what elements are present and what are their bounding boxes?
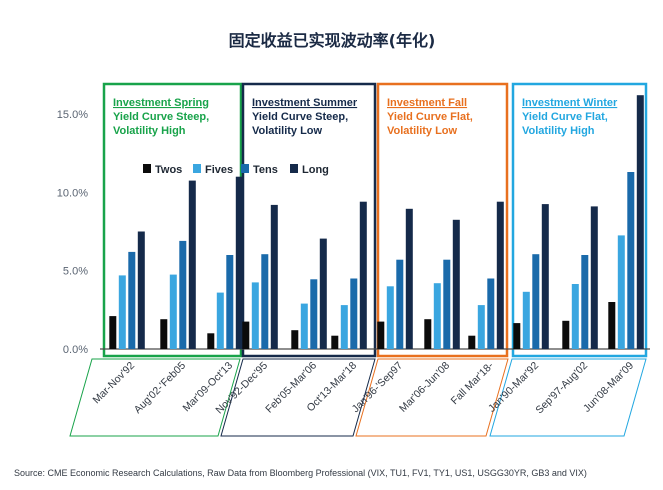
bar-tens xyxy=(310,279,318,349)
category-label: Mar-Nov'92 xyxy=(90,360,137,407)
category-label: Fall Mar'18- xyxy=(449,359,497,407)
bar-long xyxy=(636,95,644,349)
bar-long xyxy=(270,204,278,349)
legend-swatch-tens xyxy=(241,164,249,173)
bar-fives xyxy=(118,275,126,349)
bar-tens xyxy=(261,254,269,349)
bar-twos xyxy=(160,319,168,349)
chart-title: 固定收益已实现波动率(年化) xyxy=(229,31,436,50)
bar-twos xyxy=(562,320,570,349)
bar-tens xyxy=(581,255,589,349)
category-band-3 xyxy=(489,358,647,437)
bar-fives xyxy=(251,282,259,349)
panel-line1-0: Yield Curve Steep, xyxy=(113,111,209,123)
bar-twos xyxy=(513,323,521,349)
legend-label-twos: Twos xyxy=(155,164,182,176)
bar-twos xyxy=(109,316,117,349)
bar-fives xyxy=(571,284,579,349)
bar-tens xyxy=(487,278,495,349)
panel-line1-2: Yield Curve Flat, xyxy=(387,111,473,123)
panel-title-0: Investment Spring xyxy=(113,97,209,109)
panel-line2-3: Volatility High xyxy=(522,125,595,137)
bar-long xyxy=(496,201,504,349)
bar-tens xyxy=(226,255,234,349)
bar-twos xyxy=(377,321,385,349)
bar-long xyxy=(188,180,196,349)
bar-fives xyxy=(477,305,485,349)
bar-tens xyxy=(128,251,136,349)
source-note: Source: CME Economic Research Calculatio… xyxy=(14,468,587,478)
bar-twos xyxy=(331,335,339,349)
bar-twos xyxy=(468,335,476,349)
bar-fives xyxy=(522,291,530,349)
bar-long xyxy=(541,204,549,349)
legend-label-fives: Fives xyxy=(205,164,233,176)
panel-box-3 xyxy=(511,82,648,358)
bar-tens xyxy=(443,259,451,349)
panel-box-1 xyxy=(241,82,377,358)
legend-label-long: Long xyxy=(302,164,329,176)
bar-twos xyxy=(242,321,250,349)
panel-line2-0: Volatility High xyxy=(113,125,186,137)
category-band-1 xyxy=(220,358,376,437)
bar-tens xyxy=(396,259,404,349)
panel-title-3: Investment Winter xyxy=(522,97,618,109)
legend-label-tens: Tens xyxy=(253,164,278,176)
legend-swatch-long xyxy=(290,164,298,173)
bar-fives xyxy=(169,274,177,349)
y-tick-label: 5.0% xyxy=(63,266,88,278)
season-panels: Investment Spring Yield Curve Steep, Volat… xyxy=(102,82,648,358)
bar-long xyxy=(359,201,367,349)
bar-long xyxy=(405,208,413,349)
panel-line1-1: Yield Curve Steep, xyxy=(252,111,348,123)
y-tick-label: 15.0% xyxy=(57,109,88,121)
bar-long xyxy=(319,238,327,349)
bar-twos xyxy=(424,319,432,349)
bar-fives xyxy=(617,235,625,349)
bar-series xyxy=(109,95,644,350)
category-label: Mar'06-Jun'08 xyxy=(397,360,452,415)
bar-tens xyxy=(350,278,358,349)
bar-tens xyxy=(179,240,187,349)
bar-long xyxy=(590,206,598,349)
bar-fives xyxy=(340,305,348,349)
bar-fives xyxy=(300,303,308,349)
bar-fives xyxy=(216,292,224,349)
bar-twos xyxy=(608,302,616,349)
bar-long xyxy=(235,176,243,349)
panel-line2-2: Volatility Low xyxy=(387,125,458,137)
panel-title-1: Investment Summer xyxy=(252,97,358,109)
bar-tens xyxy=(532,254,540,349)
category-labels: Mar-Nov'92Aug'02-'Feb05Mar'09-Oct'13Nov'… xyxy=(69,358,647,437)
panel-title-2: Investment Fall xyxy=(387,97,467,109)
legend-swatch-twos xyxy=(143,164,151,173)
bar-long xyxy=(452,219,460,350)
bar-long xyxy=(137,231,145,349)
bar-tens xyxy=(627,172,635,349)
bar-fives xyxy=(386,286,394,349)
legend-swatch-fives xyxy=(193,164,201,173)
category-band-2 xyxy=(355,358,509,437)
category-band-0 xyxy=(69,358,241,437)
bar-twos xyxy=(291,330,299,349)
y-tick-label: 0.0% xyxy=(63,344,88,356)
bar-twos xyxy=(207,333,215,349)
y-tick-label: 10.0% xyxy=(57,187,88,199)
panel-line1-3: Yield Curve Flat, xyxy=(522,111,608,123)
legend: Twos Fives Tens Long xyxy=(143,164,329,176)
bar-fives xyxy=(433,283,441,349)
category-label: Aug'02-'Feb05 xyxy=(132,360,188,416)
panel-line2-1: Volatility Low xyxy=(252,125,323,137)
panel-box-2 xyxy=(376,82,509,358)
